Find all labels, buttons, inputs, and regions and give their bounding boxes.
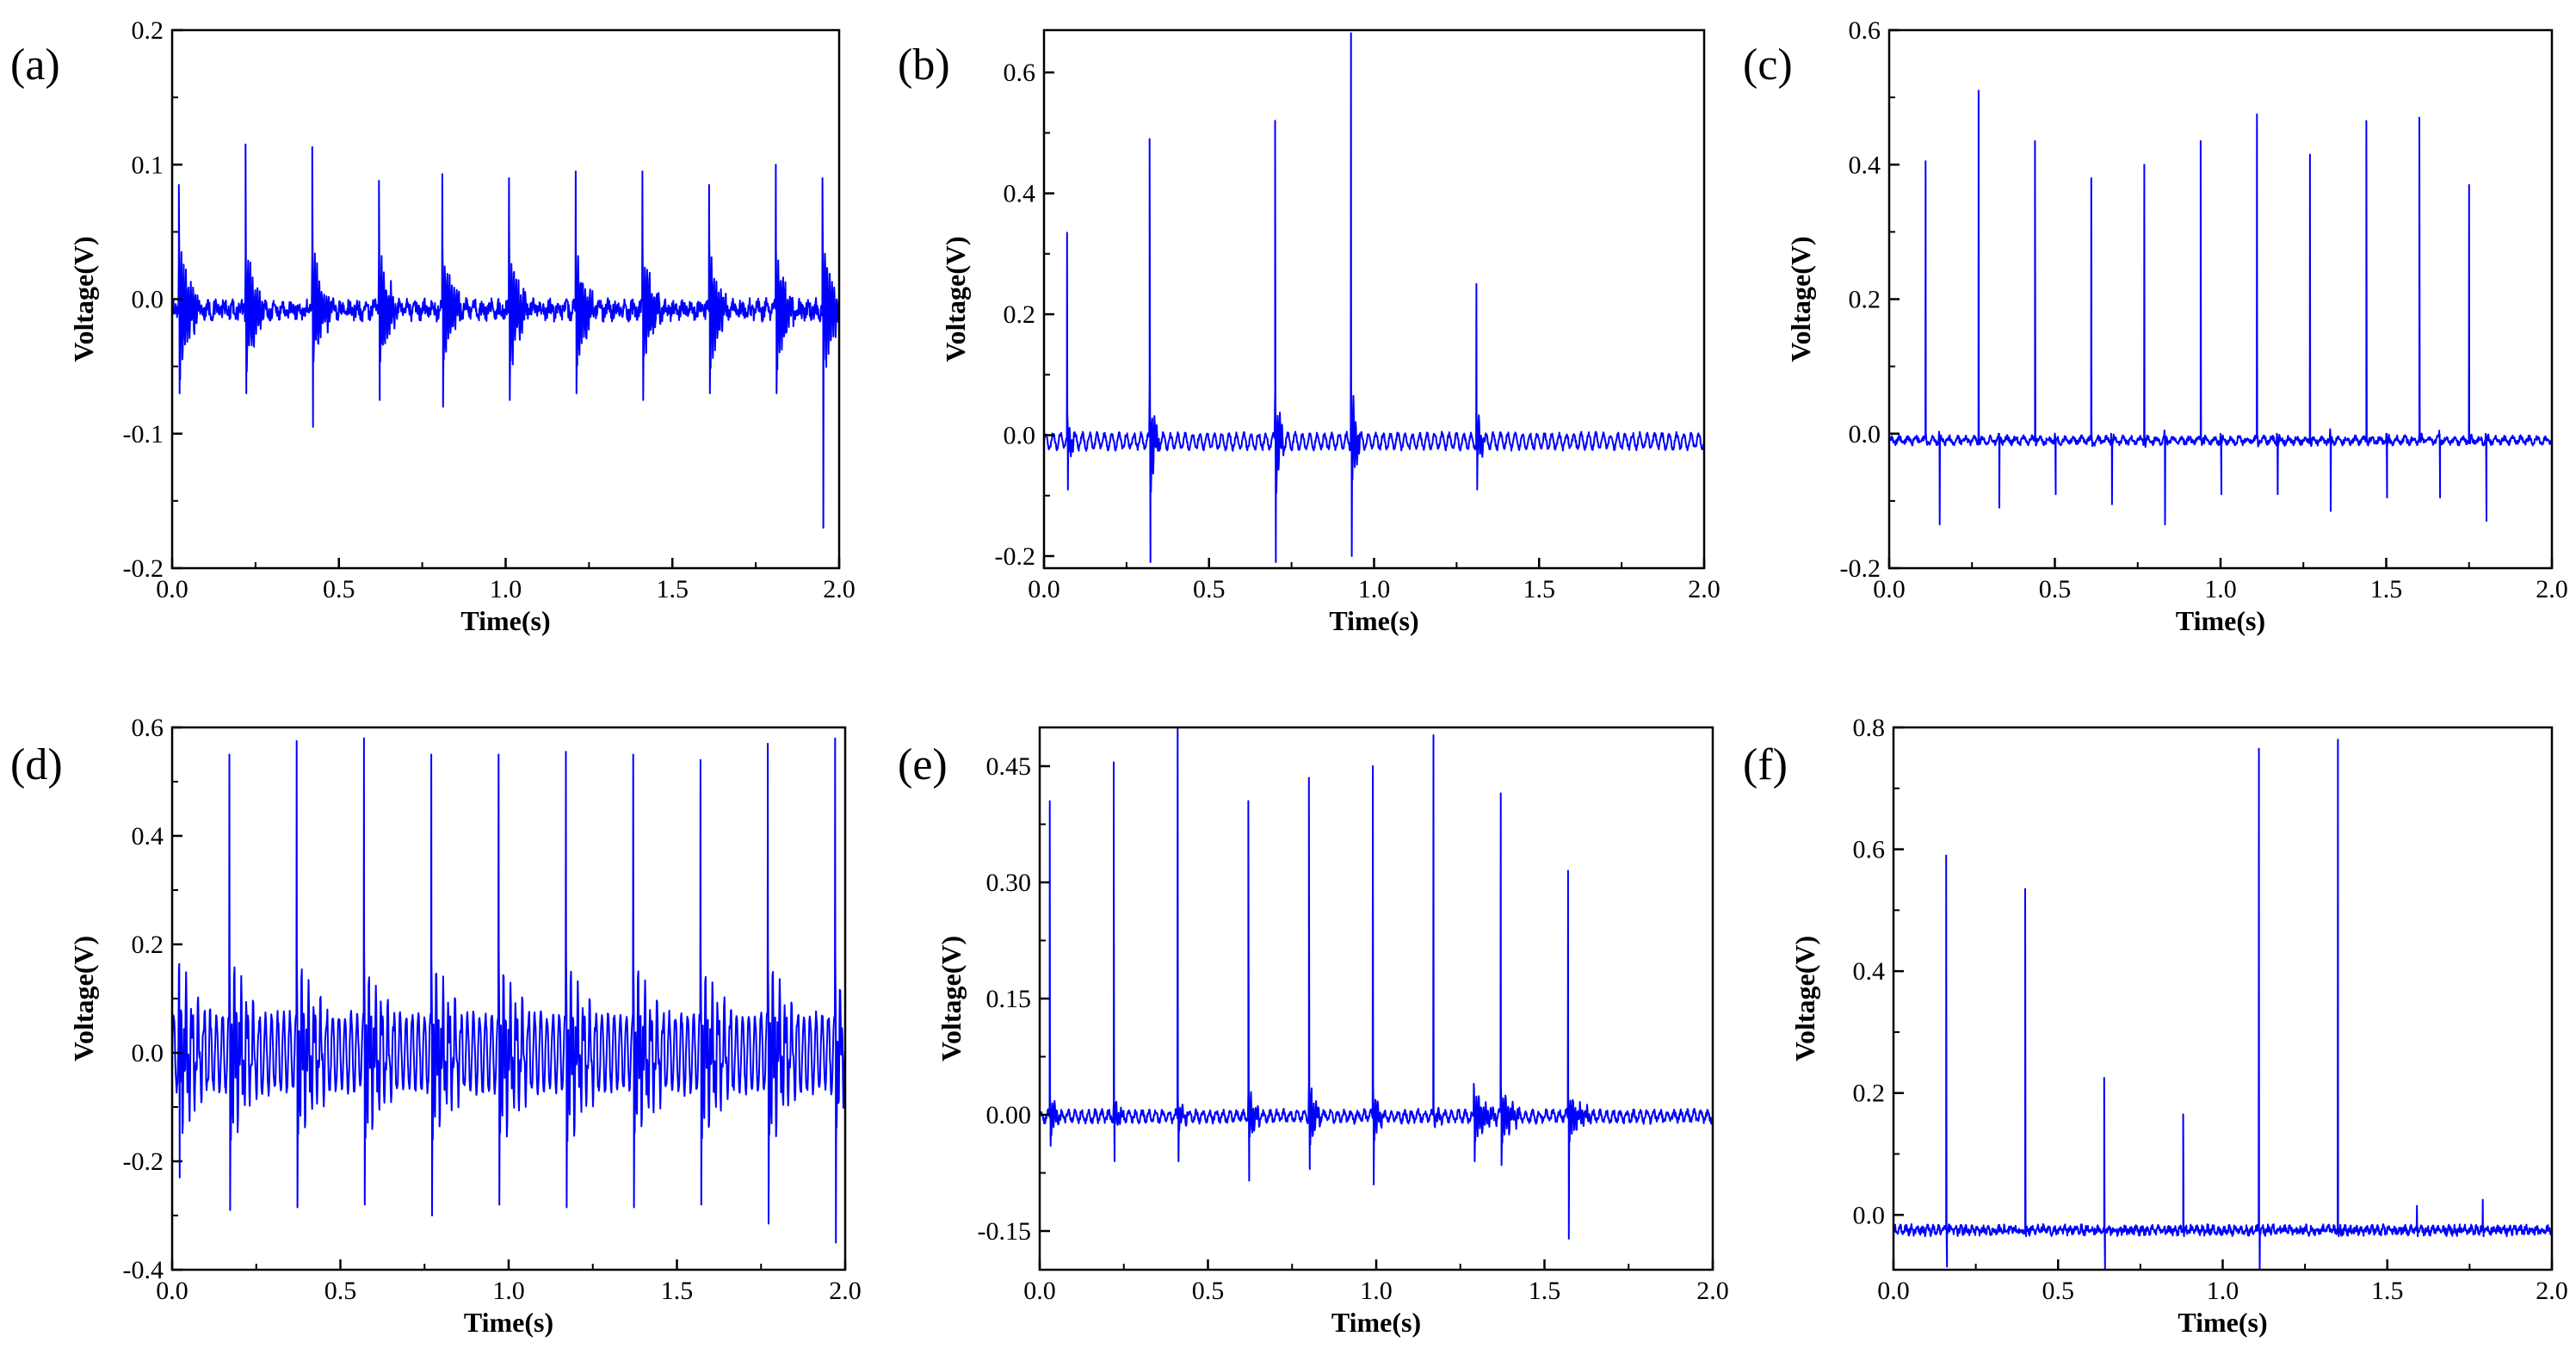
x-axis-label-a: Time(s) xyxy=(460,605,550,636)
y-tick-label-a: -0.2 xyxy=(123,554,164,583)
y-tick-label-b: 0.6 xyxy=(1004,59,1036,87)
x-tick-label-e: 2.0 xyxy=(1696,1277,1729,1305)
x-axis-label-b: Time(s) xyxy=(1329,605,1418,636)
x-tick-label-d: 2.0 xyxy=(829,1277,862,1305)
panel-c: (c)0.0 0.5 1.0 1.5 2.0-0.20.00.20.40.6Time(s… xyxy=(1743,16,2568,636)
x-tick-label-a: 1.0 xyxy=(490,575,522,603)
y-tick-label-d: 0.6 xyxy=(132,714,164,742)
panel-a: (a) 0.0 0.5 1.0 1.5 2.0 -0.2 -0.1 0.0 0.1 0.2 Time(… xyxy=(10,16,856,636)
x-tick-label-c: 1.5 xyxy=(2370,575,2403,603)
y-tick-label-f: 0.6 xyxy=(1853,836,1886,864)
y-tick-label-a: 0.1 xyxy=(132,151,164,179)
x-tick-label-d: 1.0 xyxy=(492,1277,525,1305)
y-tick-label-d: -0.2 xyxy=(123,1148,164,1176)
x-tick-label-b: 0.5 xyxy=(1193,575,1226,603)
y-axis-label-a: Voltage(V) xyxy=(68,236,99,362)
y-tick-label-b: -0.2 xyxy=(995,542,1036,571)
x-tick-label-c: 0.5 xyxy=(2039,575,2072,603)
series-line-f xyxy=(1893,739,2553,1271)
y-axis-label-e: Voltage(V) xyxy=(936,936,967,1061)
y-tick-label-c: -0.2 xyxy=(1840,554,1881,583)
x-tick-label-b: 1.0 xyxy=(1358,575,1391,603)
x-tick-label-b: 0.0 xyxy=(1028,575,1060,603)
y-tick-label-d: -0.4 xyxy=(123,1256,164,1284)
x-tick-label-a: 1.5 xyxy=(657,575,689,603)
y-tick-label-e: 0.45 xyxy=(986,752,1032,781)
series-line-e xyxy=(1039,727,1714,1240)
x-axis-label-f: Time(s) xyxy=(2178,1307,2267,1338)
series-line-a xyxy=(171,143,840,529)
panel-label-f: (f) xyxy=(1743,740,1788,789)
x-axis-label-d: Time(s) xyxy=(464,1307,553,1338)
x-axis-label-e: Time(s) xyxy=(1331,1307,1421,1338)
y-axis-label-d: Voltage(V) xyxy=(68,936,99,1061)
x-tick-label-e: 1.0 xyxy=(1360,1277,1393,1305)
y-tick-label-d: 0.0 xyxy=(132,1039,164,1067)
panel-label-c: (c) xyxy=(1743,40,1793,90)
y-tick-label-a: 0.0 xyxy=(132,286,164,314)
y-tick-label-e: -0.15 xyxy=(978,1217,1032,1246)
plot-frame-e xyxy=(1038,726,1714,1271)
y-axis-label-f: Voltage(V) xyxy=(1789,936,1820,1061)
y-tick-label-c: 0.0 xyxy=(1849,420,1881,449)
panel-d: (d) 0.0 0.5 1.0 1.5 2.0 -0.4 -0.2 0.0 0.2 0.4 0.6 Ti… xyxy=(10,714,862,1338)
x-tick-label-e: 0.0 xyxy=(1023,1277,1056,1305)
panel-label-a: (a) xyxy=(10,40,60,90)
y-tick-label-e: 0.15 xyxy=(986,985,1032,1013)
y-tick-label-c: 0.2 xyxy=(1849,286,1881,314)
y-tick-label-b: 0.4 xyxy=(1004,180,1036,208)
y-tick-label-d: 0.2 xyxy=(132,931,164,959)
x-tick-label-c: 2.0 xyxy=(2536,575,2568,603)
x-tick-label-f: 2.0 xyxy=(2536,1277,2568,1305)
series-line-c xyxy=(1888,90,2553,526)
x-tick-label-f: 1.5 xyxy=(2371,1277,2404,1305)
panel-label-d: (d) xyxy=(10,740,63,789)
series-line-b xyxy=(1043,32,1705,563)
x-tick-label-a: 2.0 xyxy=(823,575,856,603)
x-tick-label-b: 2.0 xyxy=(1688,575,1720,603)
y-tick-label-f: 0.2 xyxy=(1853,1080,1886,1108)
y-tick-label-a: 0.2 xyxy=(132,16,164,45)
y-tick-label-d: 0.4 xyxy=(132,822,164,851)
y-tick-label-e: 0.00 xyxy=(986,1101,1032,1129)
x-tick-label-e: 1.5 xyxy=(1529,1277,1561,1305)
y-axis-label-c: Voltage(V) xyxy=(1785,236,1816,362)
x-tick-label-d: 0.0 xyxy=(156,1277,188,1305)
y-tick-label-f: 0.8 xyxy=(1853,714,1886,742)
panel-e: (e) 0.0 0.5 1.0 1.5 2.0 -0.15 0.00 0.15 0.30 0.45 T… xyxy=(898,726,1729,1338)
x-tick-label-c: 0.0 xyxy=(1873,575,1906,603)
y-tick-label-c: 0.4 xyxy=(1849,151,1881,179)
y-tick-label-a: -0.1 xyxy=(123,420,164,449)
x-axis-label-c: Time(s) xyxy=(2176,605,2265,636)
y-tick-label-f: 0.0 xyxy=(1853,1201,1886,1229)
panel-b: (b) 0.0 0.5 1.0 1.5 2.0 -0.2 0.0 0.2 0.4 0.6 Time(s… xyxy=(898,28,1720,636)
panel-label-b: (b) xyxy=(898,40,950,90)
series-line-d xyxy=(171,737,846,1244)
x-tick-label-c: 1.0 xyxy=(2204,575,2237,603)
x-tick-label-a: 0.5 xyxy=(323,575,355,603)
y-tick-label-f: 0.4 xyxy=(1853,957,1886,986)
y-axis-label-b: Voltage(V) xyxy=(940,236,971,362)
x-tick-label-b: 1.5 xyxy=(1523,575,1556,603)
plot-frame-a xyxy=(170,28,841,570)
x-tick-label-d: 0.5 xyxy=(324,1277,357,1305)
y-tick-label-c: 0.6 xyxy=(1849,16,1881,45)
x-tick-label-a: 0.0 xyxy=(156,575,188,603)
y-tick-label-b: 0.0 xyxy=(1004,422,1036,450)
plot-frame-d xyxy=(170,726,847,1271)
panel-label-e: (e) xyxy=(898,740,948,789)
x-tick-label-f: 0.5 xyxy=(2042,1277,2075,1305)
y-tick-label-e: 0.30 xyxy=(986,869,1032,897)
x-tick-label-f: 1.0 xyxy=(2207,1277,2239,1305)
panel-f: (f) 0.0 0.5 1.0 1.5 2.0 0.0 0.2 0.4 0.6 0.8 Time(s)… xyxy=(1743,714,2568,1338)
x-tick-label-f: 0.0 xyxy=(1877,1277,1910,1305)
x-tick-label-d: 1.5 xyxy=(661,1277,694,1305)
x-tick-label-e: 0.5 xyxy=(1192,1277,1225,1305)
y-tick-label-b: 0.2 xyxy=(1004,300,1036,329)
plot-frame-b xyxy=(1042,28,1706,570)
plot-frame-f xyxy=(1892,726,2554,1271)
